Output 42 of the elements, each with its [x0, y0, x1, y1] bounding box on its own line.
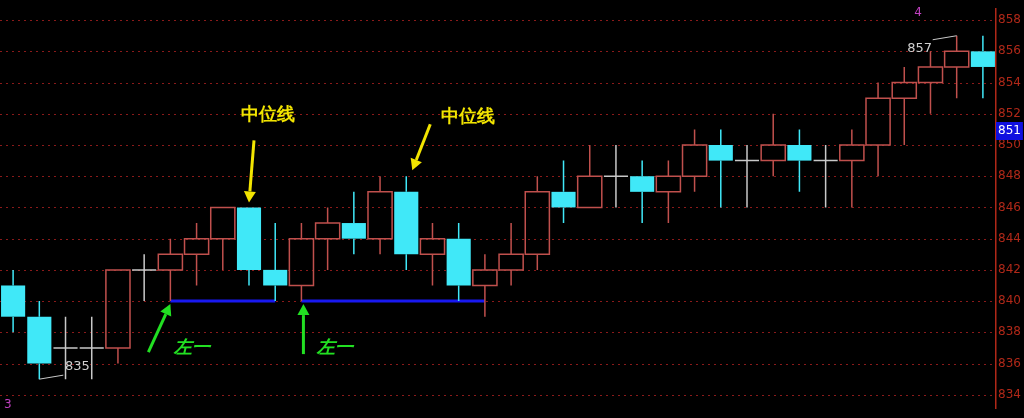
annotation: 835: [64, 357, 90, 373]
annotation: 左一: [316, 335, 356, 357]
candlestick: [970, 34, 995, 99]
y-tick-label: 836: [998, 355, 1021, 370]
annotation: 中位线: [441, 104, 496, 126]
candlestick: [812, 144, 839, 209]
candlestick: [446, 222, 471, 302]
candlestick: [551, 159, 576, 224]
candlestick: [603, 144, 629, 209]
y-tick-label: 854: [998, 74, 1021, 89]
candlestick: [734, 144, 760, 209]
annotation: 857: [907, 40, 933, 56]
candlestick: [367, 175, 393, 256]
y-tick-label: 856: [998, 43, 1021, 58]
candlestick: [419, 222, 446, 287]
annotation: 中位线: [241, 103, 295, 125]
candlestick: [576, 144, 603, 209]
annotation: 左一: [173, 335, 213, 357]
candlestick: [630, 159, 655, 224]
y-tick-label: 840: [998, 293, 1021, 308]
y-tick-label: 844: [998, 230, 1021, 245]
candlestick: [708, 128, 733, 209]
candlestick: [105, 269, 131, 365]
candlestick: [787, 128, 812, 193]
y-tick-label: 848: [998, 168, 1021, 183]
candlestick: [394, 175, 419, 271]
y-tick-label: 852: [998, 105, 1021, 120]
candlestick: [1, 269, 26, 334]
y-tick-label: 834: [998, 386, 1021, 401]
y-tick-label: 858: [998, 12, 1021, 27]
annotation: 4: [914, 5, 922, 20]
candlestick: [341, 191, 366, 256]
y-tick-label: 842: [998, 262, 1021, 276]
text: 851: [998, 123, 1021, 138]
y-tick-label: 846: [998, 199, 1021, 214]
candlestick: [236, 207, 262, 287]
candlestick: [760, 113, 787, 177]
candlestick: [263, 222, 288, 302]
candlestick: [131, 253, 157, 302]
candlestick: [27, 300, 52, 380]
annotation: 3: [4, 397, 12, 412]
y-tick-label: 838: [998, 324, 1021, 339]
